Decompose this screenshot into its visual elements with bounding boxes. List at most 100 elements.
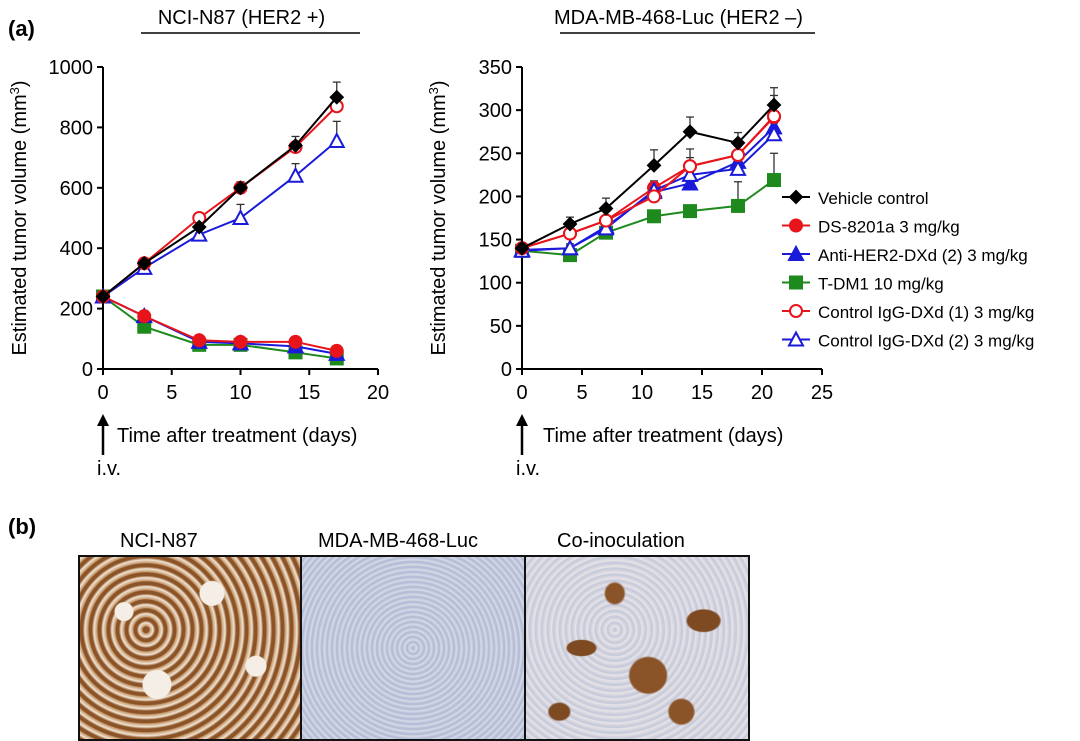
y-tick-label: 800	[60, 117, 93, 139]
panel-b-label: (b)	[8, 514, 36, 539]
micrograph-title-3: Co-inoculation	[557, 530, 685, 552]
x-tick-label: 5	[576, 382, 587, 404]
legend-entry: Vehicle control	[818, 189, 929, 208]
x-tick-label: 15	[298, 382, 320, 404]
series-line	[521, 104, 775, 250]
data-point	[683, 204, 697, 219]
micrograph-nci-n87	[78, 555, 302, 741]
data-point	[233, 180, 248, 196]
data-point	[137, 309, 152, 324]
series-line	[102, 96, 338, 298]
micrograph-mda-mb-468-luc	[300, 555, 526, 741]
y-tick-label: 0	[501, 359, 512, 381]
data-point	[598, 201, 614, 216]
legend-marker	[787, 330, 805, 347]
chart-title: NCI-N87 (HER2 +)	[158, 7, 325, 29]
data-point	[136, 255, 152, 271]
y-tick-label: 200	[60, 299, 93, 321]
legend-marker	[789, 275, 803, 290]
data-point	[231, 208, 250, 225]
data-point	[328, 131, 346, 148]
arrow-head	[516, 414, 528, 426]
data-point	[329, 343, 344, 358]
data-point	[646, 157, 662, 173]
data-point	[765, 125, 783, 142]
data-point	[192, 333, 207, 348]
chart-nci-n87: NCI-N87 (HER2 +) 0 200 400 600 800 1000 0 5 10 15 2…	[7, 7, 390, 480]
data-point	[191, 219, 207, 235]
arrow-head	[97, 414, 109, 426]
data-point	[562, 216, 578, 232]
data-point	[767, 173, 781, 188]
data-point	[233, 334, 248, 349]
data-point	[95, 289, 111, 304]
chart-mda-mb-468: MDA-MB-468-Luc (HER2 –)05010015020025030…	[426, 7, 834, 480]
data-point	[730, 135, 746, 151]
x-axis-label: Time after treatment (days)	[543, 425, 783, 447]
iv-label: i.v.	[97, 458, 121, 480]
data-point	[599, 213, 613, 228]
y-tick-label: 50	[490, 316, 512, 338]
legend-marker	[787, 244, 805, 261]
data-point	[731, 148, 745, 163]
data-point	[647, 189, 661, 204]
panel-a-label: (a)	[8, 16, 35, 41]
data-point	[766, 97, 782, 113]
data-point	[597, 219, 615, 236]
x-tick-label: 0	[97, 382, 108, 404]
micrograph-co-inoculation	[524, 555, 750, 741]
data-point	[286, 166, 305, 183]
superscript: 3	[426, 87, 441, 94]
x-tick-label: 0	[516, 382, 527, 404]
x-tick-label: 10	[229, 382, 251, 404]
y-tick-label: 0	[82, 359, 93, 381]
data-point	[682, 124, 698, 140]
legend-entry: Control IgG-DXd (1) 3 mg/kg	[818, 303, 1034, 322]
data-point	[731, 198, 745, 213]
x-axis-label: Time after treatment (days)	[117, 425, 357, 447]
micrograph-title-1: NCI-N87	[120, 530, 198, 552]
x-tick-label: 20	[751, 382, 773, 404]
data-point	[288, 138, 303, 153]
y-tick-label: 350	[479, 57, 512, 79]
data-point	[288, 334, 303, 349]
x-tick-label: 25	[811, 382, 833, 404]
y-tick-label: 100	[479, 273, 512, 295]
y-tick-label: 150	[479, 230, 512, 252]
y-axis-label: Estimated tumor volume (mm3)	[426, 80, 451, 355]
x-tick-label: 10	[631, 382, 653, 404]
data-point	[647, 209, 661, 224]
data-point	[561, 239, 579, 256]
legend-entry: Anti-HER2-DXd (2) 3 mg/kg	[818, 246, 1028, 265]
x-tick-label: 20	[367, 382, 389, 404]
y-tick-label: 300	[479, 100, 512, 122]
paren: )	[9, 80, 31, 87]
data-point	[681, 174, 699, 191]
x-tick-label: 15	[691, 382, 713, 404]
data-point	[681, 165, 699, 182]
y-tick-label: 200	[479, 186, 512, 208]
y-tick-label: 600	[60, 178, 93, 200]
legend-entry: Control IgG-DXd (2) 3 mg/kg	[818, 332, 1034, 351]
paren: )	[428, 80, 450, 87]
legend-entry: DS-8201a 3 mg/kg	[818, 218, 960, 237]
legend: Vehicle control DS-8201a 3 mg/kg Anti-HER2…	[782, 189, 1034, 351]
legend-marker	[788, 189, 804, 205]
series-line	[102, 295, 337, 352]
y-tick-label: 400	[60, 238, 93, 260]
y-tick-label: 1000	[49, 57, 94, 79]
data-point	[729, 159, 747, 176]
y-axis-label: Estimated tumor volume (mm3)	[7, 80, 32, 355]
legend-marker	[789, 218, 803, 233]
data-point	[329, 89, 345, 105]
legend-marker	[789, 304, 803, 318]
data-point	[514, 240, 530, 256]
chart-title: MDA-MB-468-Luc (HER2 –)	[554, 7, 803, 29]
y-tick-label: 250	[479, 143, 512, 165]
superscript: 3	[7, 87, 22, 94]
x-tick-label: 5	[166, 382, 177, 404]
iv-label: i.v.	[516, 458, 540, 480]
legend-entry: T-DM1 10 mg/kg	[818, 275, 944, 294]
micrograph-title-2: MDA-MB-468-Luc	[318, 530, 478, 552]
data-point	[683, 159, 697, 174]
